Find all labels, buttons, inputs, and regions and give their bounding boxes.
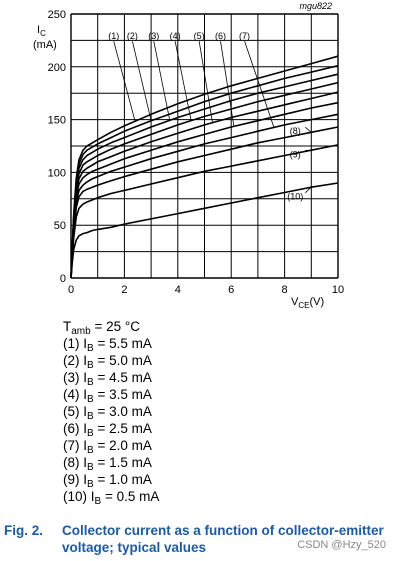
series-label: (9) bbox=[290, 149, 301, 159]
series-label: (2) bbox=[127, 31, 138, 41]
curve-9 bbox=[70, 144, 339, 279]
series-label: (10) bbox=[287, 192, 303, 202]
curve-6 bbox=[70, 101, 339, 279]
series-label: (8) bbox=[290, 126, 301, 136]
ambient-temperature: Tamb = 25 °C bbox=[63, 319, 141, 337]
chart-code: mgu822 bbox=[299, 1, 332, 11]
base-current-list: (1) IB = 5.5 mA (2) IB = 5.0 mA (3) IB = 4… bbox=[63, 335, 160, 507]
x-tick-label: 6 bbox=[228, 284, 234, 296]
series-label: (3) bbox=[148, 31, 159, 41]
leader-line bbox=[305, 126, 312, 133]
y-tick-label: 200 bbox=[48, 62, 66, 74]
base-current-item: (2) IB = 5.0 mA bbox=[63, 353, 152, 371]
curve-4 bbox=[70, 81, 339, 279]
watermark: CSDN @Hzy_520 bbox=[297, 539, 386, 551]
curve-5 bbox=[70, 91, 339, 279]
leader-line bbox=[244, 41, 275, 128]
base-current-item: (7) IB = 2.0 mA bbox=[63, 438, 152, 456]
x-tick-label: 0 bbox=[68, 284, 74, 296]
series-label: (1) bbox=[108, 31, 119, 41]
chart-grid bbox=[70, 13, 339, 279]
series-label: (7) bbox=[239, 31, 250, 41]
base-current-item: (5) IB = 3.0 mA bbox=[63, 404, 152, 422]
y-tick-label: 50 bbox=[54, 220, 66, 232]
leader-line bbox=[153, 41, 171, 121]
figure-number: Fig. 2. bbox=[4, 523, 44, 538]
curve-8 bbox=[70, 126, 339, 279]
x-axis-label: VCE(V) bbox=[291, 296, 324, 310]
leader-line bbox=[198, 41, 213, 123]
base-current-item: (9) IB = 1.0 mA bbox=[63, 472, 152, 490]
series-label: (6) bbox=[215, 31, 226, 41]
base-current-item: (4) IB = 3.5 mA bbox=[63, 387, 152, 405]
y-axis-label: IC bbox=[37, 24, 46, 38]
chart-curves bbox=[70, 55, 339, 279]
leader-line bbox=[174, 41, 192, 121]
leader-line bbox=[305, 186, 312, 193]
y-tick-label: 150 bbox=[48, 115, 66, 127]
base-current-item: (3) IB = 4.5 mA bbox=[63, 370, 152, 388]
curve-7 bbox=[70, 113, 339, 279]
y-tick-label: 100 bbox=[48, 167, 66, 179]
leader-line bbox=[132, 41, 152, 121]
y-axis-unit: (mA) bbox=[33, 39, 57, 51]
x-tick-label: 2 bbox=[121, 284, 127, 296]
figure-title: Collector current as a function of colle… bbox=[62, 523, 384, 555]
leader-line bbox=[113, 41, 136, 122]
series-label: (4) bbox=[170, 31, 181, 41]
x-tick-label: 10 bbox=[332, 284, 344, 296]
series-label: (5) bbox=[194, 31, 205, 41]
leader-line bbox=[220, 41, 235, 127]
base-current-item: (10) IB = 0.5 mA bbox=[63, 489, 160, 507]
y-tick-label: 0 bbox=[60, 273, 66, 285]
y-tick-label: 250 bbox=[48, 9, 66, 21]
test-conditions: Tamb = 25 °C (1) IB = 5.5 mA (2) IB = 5.0… bbox=[63, 318, 160, 507]
x-tick-label: 4 bbox=[175, 284, 181, 296]
series-labels: (1) (2) (3) (4) (5) (6) (7) (8) (9) (10) bbox=[108, 31, 312, 202]
base-current-item: (6) IB = 2.5 mA bbox=[63, 421, 152, 439]
x-tick-label: 8 bbox=[282, 284, 288, 296]
base-current-item: (1) IB = 5.5 mA bbox=[63, 336, 152, 354]
base-current-item: (8) IB = 1.5 mA bbox=[63, 455, 152, 473]
curve-10 bbox=[70, 182, 339, 279]
